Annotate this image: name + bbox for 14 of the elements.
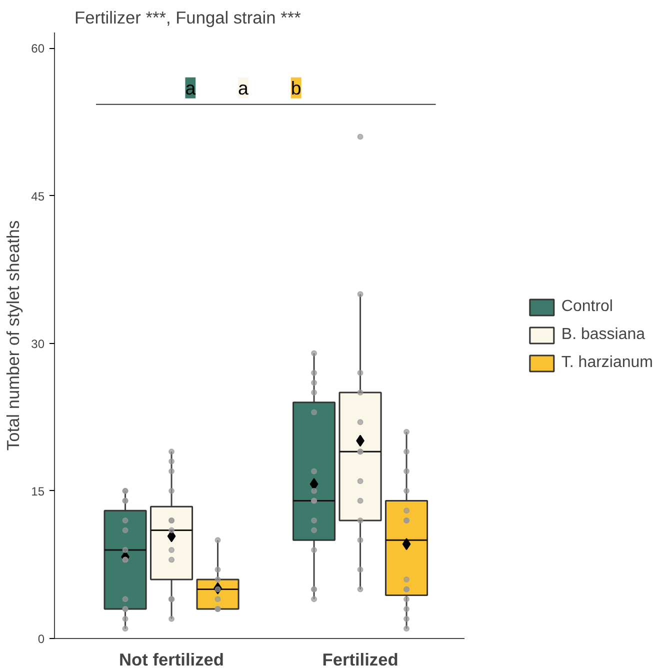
y-tick-label: 60 xyxy=(31,42,45,56)
y-tick-label: 0 xyxy=(38,632,45,646)
annotation: a xyxy=(238,77,250,98)
y-tick-label: 15 xyxy=(31,484,45,498)
y-tick-label: 30 xyxy=(31,336,45,351)
legend-label: Control xyxy=(561,298,613,316)
y-tick-label: 45 xyxy=(31,189,45,204)
x-tick-label: Fertilized xyxy=(322,650,398,670)
chart-title: Fertilizer ***, Fungal strain *** xyxy=(74,8,302,28)
legend-label: B. bassiana xyxy=(561,326,646,344)
y-axis-title: Total number of stylet sheaths xyxy=(3,220,24,451)
annotation: b xyxy=(290,77,302,98)
x-tick-label: Not fertilized xyxy=(119,650,224,670)
legend-label: T. harzianum xyxy=(561,354,653,372)
